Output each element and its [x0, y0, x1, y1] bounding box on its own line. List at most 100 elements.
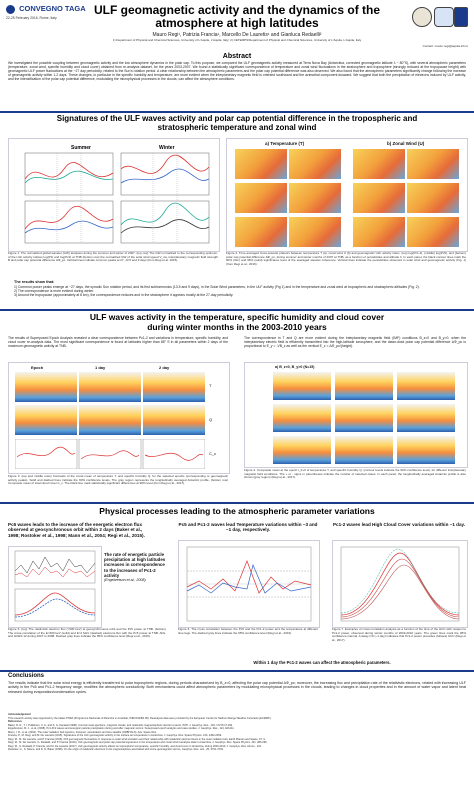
fig1-curve-green-br	[120, 202, 210, 226]
fig6-pc12-xcorr	[186, 563, 312, 594]
figure3-chart: Epoch 1 day 2 day T Q C_c	[8, 362, 230, 474]
reference-line: Francia, P., M. Regi, and M. De Lauretis…	[8, 734, 222, 737]
fig5-flux-line	[14, 556, 96, 574]
reference-line: Regi, M., M. De Lauretis, G. Redaelli, a…	[8, 741, 268, 744]
references-heading: References	[8, 720, 22, 723]
pc5-rate-ref: (Engebretson et al., 2008).	[104, 578, 147, 583]
fig1-curve-red-bl	[24, 205, 114, 230]
divider	[0, 670, 474, 672]
fig2-panel-t-4	[289, 183, 341, 213]
fig3-panel-t-epoch	[15, 372, 77, 402]
fig1-panel-bottom-left	[24, 200, 114, 244]
figure5-svg	[14, 550, 96, 622]
fig1-panel-bottom-right	[120, 200, 210, 244]
fig2-panel-t-2	[289, 149, 341, 179]
fig1-panel-top-left	[24, 152, 114, 196]
conference-logo-text: CONVEGNO TAGA	[19, 4, 86, 13]
fig6-pc5-xcorr	[186, 560, 312, 594]
section1-title-line2: stratospheric temperature and zonal wind	[157, 123, 317, 132]
result-item-1: 1) Common power peaks emerge at ~27 days…	[14, 284, 420, 289]
reference-line: Baker, D. N., T. I. Pulkkinen, X. Li, an…	[8, 723, 233, 727]
fig2-label-temperature: a) Temperature (T)	[265, 141, 305, 146]
fig3-cloud-cover-svg	[15, 439, 205, 469]
fig3-cc-line-1	[16, 446, 76, 458]
fig3-cc-line-2	[80, 450, 140, 460]
fig2-panel-u-2	[407, 149, 459, 179]
authors: Mauro Regi¹, Patrizia Francia¹, Marcello…	[152, 32, 322, 38]
fig4-panel-4	[273, 404, 331, 432]
fig5-top-box	[14, 550, 96, 584]
fig3-cc-box-1	[15, 439, 78, 469]
fig4-panel-6	[397, 404, 455, 432]
section2-title: ULF waves activity in the temperature, s…	[0, 312, 474, 332]
affiliations: 1) Department of Physical and Chemical S…	[112, 38, 362, 42]
fig7-heading: Pc1-2 waves lead High Cloud Cover variat…	[332, 522, 466, 527]
fig4-header: a) B_z<0, B_y>0 (N=15)	[275, 365, 315, 369]
fig1-curve-blue-bl	[24, 220, 114, 234]
fig4-panel-5	[335, 404, 393, 432]
fig2-panel-t-3	[235, 183, 287, 213]
fig3-row-cc: C_c	[209, 451, 217, 456]
figure6-chart	[178, 540, 320, 628]
figure6-svg	[186, 546, 312, 622]
fig2-panel-u-1	[353, 149, 405, 179]
references-block: Acknowledgement This research activity w…	[8, 713, 466, 752]
fig1-curve-green-tl	[24, 170, 114, 184]
conclusions-text: The results indicate that the solar wind…	[8, 681, 466, 694]
fig2-label-zonal-wind: b) Zonal Wind (U)	[387, 141, 425, 146]
reference-line: This research activity was supported by …	[8, 716, 272, 720]
reference-line: Rostoker, G., S. Skone, and D. N. Baker …	[8, 748, 224, 751]
conference-logo: CONVEGNO TAGA	[6, 4, 86, 14]
pc5-rate-text: The rate of energetic particle precipita…	[104, 552, 166, 583]
fig1-curve-black-br	[120, 219, 210, 234]
reference-line: Engebretson, M. J., et al. (2008), Pc1-P…	[8, 727, 235, 730]
fig3-col-1day: 1 day	[95, 365, 106, 370]
result-item-2: 2) The correspondence is more evident du…	[14, 288, 95, 293]
section2-right-text: The correspondence in T and Q are more e…	[244, 336, 466, 349]
fig7-curve-1	[340, 552, 460, 616]
figure7-svg	[340, 546, 460, 622]
fig7-box	[340, 546, 460, 622]
abstract-heading: Abstract	[222, 53, 252, 60]
fig3-col-epoch: Epoch	[31, 365, 44, 370]
fig2-panel-t-1	[235, 149, 287, 179]
reference-line: Mann, I. R., et al. (2004), The outer ra…	[8, 730, 157, 734]
fig5-pc5-line	[14, 566, 96, 578]
fig2-panel-u-6	[407, 217, 459, 247]
divider	[0, 309, 474, 311]
poster-title-line2: atmosphere at high latitudes	[155, 16, 319, 30]
figure6-caption: Figure 6. The cross correlation between …	[178, 627, 318, 635]
acknowledgement-heading: Acknowledgement	[8, 713, 31, 716]
fig1-curve-red-tr	[120, 154, 210, 174]
fig3-panel-q-1day	[79, 405, 141, 435]
fig1-summer-label: Summer	[71, 145, 91, 151]
cetemps-logo-icon	[454, 7, 468, 27]
figure4-chart: a) B_z<0, B_y>0 (N=15)	[244, 362, 468, 468]
fig1-curve-red-tl	[24, 162, 114, 180]
fig3-panel-t-1day	[79, 372, 141, 402]
result-item-3: 3) Around the tropopause (approximately …	[14, 293, 234, 297]
pc5-heading: Pc5 waves leads to the increase of the e…	[8, 522, 145, 538]
section2-title-line1: ULF waves activity in the temperature, s…	[89, 312, 385, 322]
pc5-rate-statement: The rate of energetic particle precipita…	[104, 552, 166, 578]
fig7-curve-2	[340, 558, 460, 618]
fig4-panel-1	[273, 372, 331, 400]
fig7-curve-3	[340, 564, 460, 620]
fig4-panel-3	[397, 372, 455, 400]
section3-title: Physical processes leading to the atmosp…	[99, 506, 375, 516]
fig1-winter-label: Winter	[159, 145, 175, 151]
conference-logo-icon	[6, 4, 15, 14]
university-seal-icon	[412, 7, 432, 27]
fig3-panel-t-2day	[143, 372, 205, 402]
fig2-panel-t-6	[289, 217, 341, 247]
fig5-bottom-box	[14, 588, 96, 622]
poster-title: ULF geomagnetic activity and the dynamic…	[70, 4, 404, 30]
fig3-cc-line-3	[144, 452, 204, 461]
reference-line: Regi, M., M. De Lauretis, and P. Francia…	[8, 737, 266, 741]
fig3-row-t: T	[209, 383, 212, 388]
fig2-panel-u-3	[353, 183, 405, 213]
fig3-col-2day: 2 day	[159, 365, 170, 370]
fig2-panel-u-4	[407, 183, 459, 213]
section2-left-text: The results of Superposed Epoch Analysis…	[8, 336, 228, 349]
fig5-xcorr-dashed	[14, 598, 96, 618]
